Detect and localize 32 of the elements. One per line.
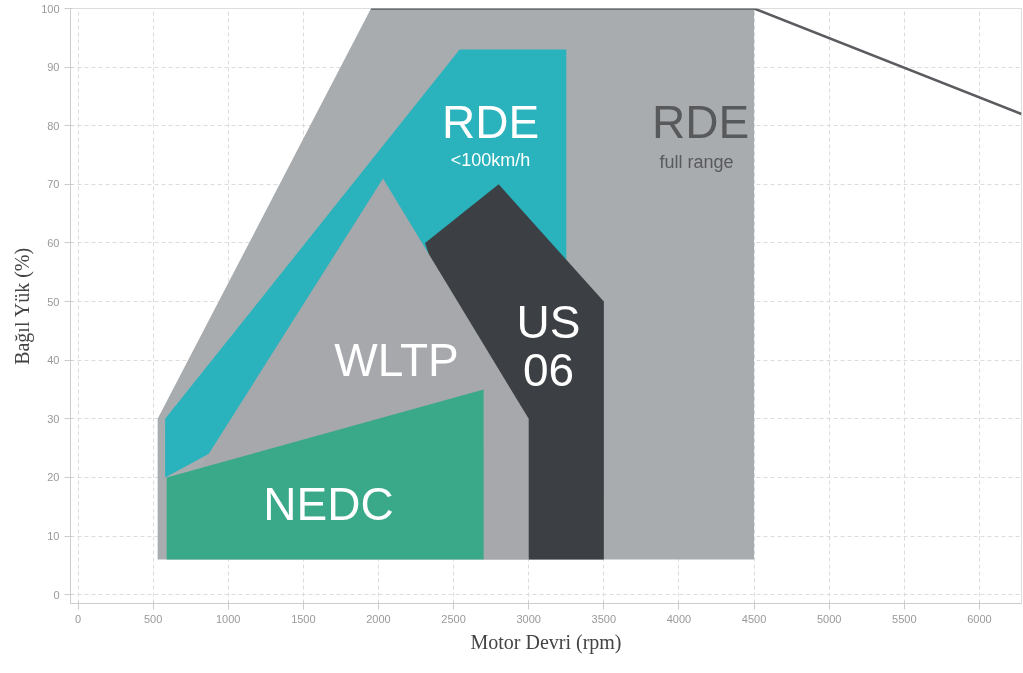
annotation: RDE	[651, 95, 750, 148]
y-tick-label: 60	[47, 236, 60, 249]
y-tick-label: 70	[47, 178, 60, 191]
x-tick-label: 5500	[892, 612, 917, 625]
y-tick-label: 50	[47, 295, 60, 308]
x-tick-label: 3000	[516, 612, 541, 625]
x-tick-label: 0	[74, 612, 82, 625]
y-tick-label: 100	[41, 2, 60, 15]
annotation: NEDC	[263, 477, 394, 530]
x-tick-label: 4500	[741, 612, 767, 625]
x-tick-label: 3500	[591, 612, 617, 625]
y-tick-label: 90	[47, 61, 60, 74]
x-tick-label: 6000	[967, 612, 992, 625]
annotation: WLTP	[334, 333, 459, 386]
x-axis-title: Motor Devri (rpm)	[470, 630, 622, 654]
y-tick-label: 0	[53, 588, 60, 601]
y-tick-label: 80	[47, 119, 60, 132]
y-tick-label: 30	[47, 412, 60, 425]
y-tick-label: 20	[47, 471, 60, 484]
y-tick-label: 40	[47, 354, 60, 367]
x-tick-label: 1500	[291, 612, 316, 625]
y-axis-title: Bağıl Yük (%)	[11, 247, 35, 365]
annotation: <100km/h	[450, 149, 531, 170]
x-tick-label: 500	[143, 612, 163, 625]
x-tick-label: 5000	[816, 612, 842, 625]
x-tick-label: 2500	[441, 612, 466, 625]
y-tick-label: 10	[47, 530, 60, 543]
annotation: full range	[659, 151, 734, 172]
x-tick-label: 2000	[366, 612, 391, 625]
x-tick-label: 1000	[216, 612, 241, 625]
annotation: RDE	[441, 95, 540, 148]
x-tick-label: 4000	[666, 612, 692, 625]
